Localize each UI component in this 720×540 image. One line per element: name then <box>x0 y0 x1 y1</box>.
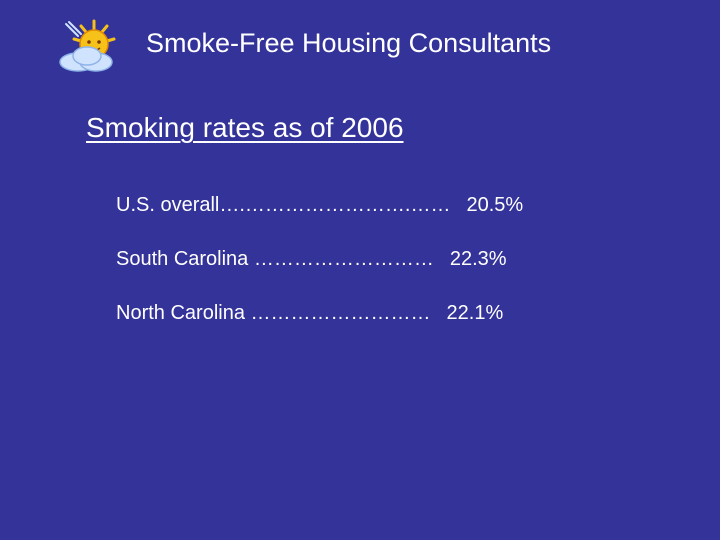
rate-row-south-carolina: South Carolina ……………………… 22.3% <box>116 244 676 298</box>
rate-value: 22.3% <box>449 248 507 270</box>
rate-value: 22.1% <box>446 302 504 324</box>
rate-row-north-carolina: North Carolina ……………………… 22.1% <box>116 298 676 352</box>
section-heading: Smoking rates as of 2006 <box>86 112 404 143</box>
rate-label: U.S. overall <box>116 194 220 216</box>
logo-streamer <box>65 21 82 37</box>
smoking-rate-list: U.S. overall….…………………….…… 20.5% South Car… <box>116 190 676 352</box>
rate-label: North Carolina <box>116 302 245 324</box>
sun-cloud-logo-graphic <box>59 19 116 72</box>
cloud <box>59 46 113 72</box>
rate-value: 20.5% <box>466 194 524 216</box>
sun-cloud-logo-icon <box>54 18 122 76</box>
rate-leader-dots: ….…………………….…… <box>219 194 451 216</box>
rate-row-us-overall: U.S. overall….…………………….…… 20.5% <box>116 190 676 244</box>
rate-label: South Carolina <box>116 248 249 270</box>
rate-leader-dots: ……………………… <box>248 248 434 270</box>
page-title: Smoke-Free Housing Consultants <box>146 28 552 58</box>
rate-leader-dots: ……………………… <box>244 302 431 324</box>
sun-rays <box>72 19 116 43</box>
